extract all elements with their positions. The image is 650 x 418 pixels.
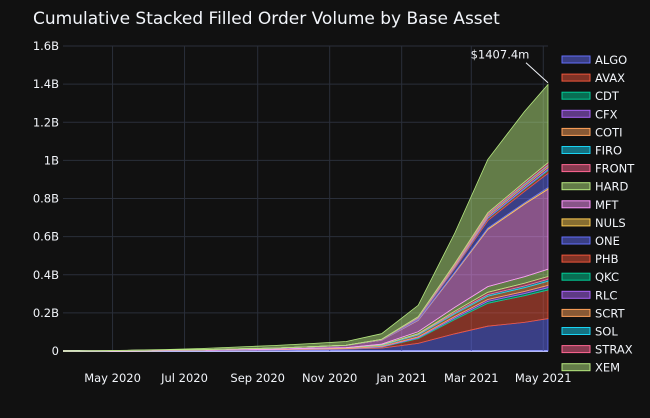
y-tick-label: 1.4B (33, 77, 59, 91)
y-axis-ticks: 0 0.2B 0.4B 0.6B 0.8B 1B 1.2B 1.4B 1.6B (33, 39, 59, 358)
legend-label: XEM (595, 361, 620, 375)
x-tick-label: Nov 2020 (302, 371, 357, 385)
legend-label: FRONT (595, 162, 635, 176)
legend-label: AVAX (595, 71, 625, 85)
chart-title: Cumulative Stacked Filled Order Volume b… (33, 9, 500, 29)
legend-swatch (561, 164, 591, 173)
legend-swatch (561, 109, 591, 118)
legend-swatch (561, 91, 591, 100)
area-xem[interactable] (62, 83, 549, 352)
legend-label: MFT (595, 198, 619, 212)
y-tick-label: 0.8B (33, 192, 59, 206)
legend-item-firo[interactable]: FIRO (561, 144, 622, 158)
y-tick-label: 1.2B (33, 115, 59, 129)
y-tick-label: 0.6B (33, 230, 59, 244)
annotation-label: $1407.4m (471, 48, 530, 62)
legend-item-hard[interactable]: HARD (561, 180, 629, 194)
legend-swatch (561, 127, 591, 136)
x-tick-label: May 2020 (84, 371, 141, 385)
legend-item-cfx[interactable]: CFX (561, 107, 618, 121)
legend-swatch (561, 73, 591, 82)
legend-swatch (561, 236, 591, 245)
x-axis-ticks: May 2020 Jul 2020 Sep 2020 Nov 2020 Jan 2021… (84, 371, 571, 385)
legend-swatch (561, 218, 591, 227)
legend-label: HARD (595, 180, 629, 194)
legend-item-rlc[interactable]: RLC (561, 288, 617, 302)
x-tick-label: Mar 2021 (444, 371, 499, 385)
legend-item-cdt[interactable]: CDT (561, 89, 620, 103)
x-tick-label: Sep 2020 (230, 371, 285, 385)
legend-item-qkc[interactable]: QKC (561, 270, 619, 284)
legend-swatch (561, 290, 591, 299)
annotation-arrow (525, 62, 549, 84)
legend-item-sol[interactable]: SOL (561, 325, 618, 339)
legend-label: FIRO (595, 144, 622, 158)
legend-swatch (561, 363, 591, 372)
legend-item-strax[interactable]: STRAX (561, 343, 633, 357)
legend: ALGO AVAX CDT CFX COTI FIRO FRONT HARD MFT NULS ON… (561, 53, 635, 375)
legend-item-algo[interactable]: ALGO (561, 53, 627, 67)
total-annotation: $1407.4m (471, 48, 549, 84)
legend-swatch (561, 146, 591, 154)
legend-swatch (561, 200, 591, 209)
legend-label: COTI (595, 125, 623, 139)
legend-item-one[interactable]: ONE (561, 234, 620, 248)
y-tick-label: 0.2B (33, 306, 59, 320)
y-tick-label: 1B (44, 153, 59, 167)
legend-label: ALGO (595, 53, 627, 67)
legend-label: SOL (595, 325, 618, 339)
legend-label: PHB (595, 252, 619, 266)
legend-item-nuls[interactable]: NULS (561, 216, 626, 230)
stacked-areas (62, 83, 549, 352)
y-tick-label: 0 (52, 344, 59, 358)
x-tick-label: Jan 2021 (375, 371, 427, 385)
legend-item-phb[interactable]: PHB (561, 252, 619, 266)
legend-label: CDT (595, 89, 620, 103)
legend-swatch (561, 254, 591, 263)
legend-item-coti[interactable]: COTI (561, 125, 623, 139)
legend-swatch (561, 55, 591, 64)
legend-item-avax[interactable]: AVAX (561, 71, 625, 85)
legend-label: CFX (595, 107, 618, 121)
legend-swatch (561, 327, 591, 335)
x-tick-label: May 2021 (515, 371, 572, 385)
y-tick-label: 0.4B (33, 268, 59, 282)
legend-label: STRAX (595, 343, 633, 357)
legend-swatch (561, 182, 591, 191)
legend-item-mft[interactable]: MFT (561, 198, 619, 212)
x-tick-label: Jul 2020 (160, 371, 208, 385)
legend-swatch (561, 272, 591, 281)
y-tick-label: 1.6B (33, 39, 59, 53)
legend-label: QKC (595, 270, 619, 284)
legend-label: ONE (595, 234, 620, 248)
legend-swatch (561, 345, 591, 354)
legend-item-front[interactable]: FRONT (561, 162, 635, 176)
legend-label: SCRT (595, 306, 625, 320)
legend-item-xem[interactable]: XEM (561, 361, 620, 375)
legend-label: NULS (595, 216, 626, 230)
legend-swatch (561, 308, 591, 317)
gridlines (63, 45, 548, 352)
legend-item-scrt[interactable]: SCRT (561, 306, 625, 320)
legend-label: RLC (595, 288, 617, 302)
